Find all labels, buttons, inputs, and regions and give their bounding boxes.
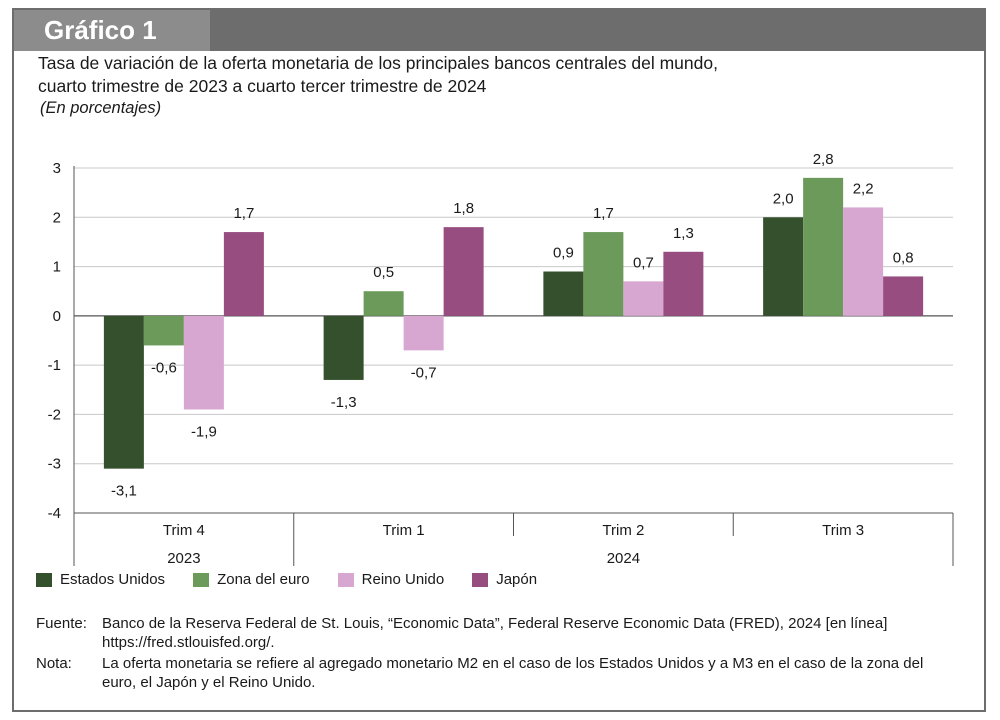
bar-zona-del-euro-trim-1 (363, 291, 404, 316)
legend-item-estados-unidos: Estados Unidos (36, 571, 165, 588)
y-tick-label: -2 (48, 406, 61, 423)
data-label-zona-del-euro-trim-1: 0,5 (373, 264, 394, 281)
bar-japon-trim-1 (443, 227, 484, 316)
bar-reino-unido-trim-1 (403, 315, 444, 351)
data-label-zona-del-euro-trim-3: 2,8 (813, 151, 834, 168)
x-year-label-2024: 2024 (607, 550, 640, 567)
data-label-zona-del-euro-trim-2: 1,7 (593, 205, 614, 222)
data-label-zona-del-euro-trim-4: -0,6 (151, 359, 177, 376)
data-label-estados-unidos-trim-4: -3,1 (111, 483, 137, 500)
data-label-reino-unido-trim-2: 0,7 (633, 254, 654, 271)
definition-note-label: Nota: (36, 655, 72, 672)
bar-japon-trim-2 (663, 251, 704, 316)
notes: Fuente: Banco de la Reserva Federal de S… (36, 614, 956, 694)
definition-note-text: La oferta monetaria se refiere al agrega… (102, 655, 924, 691)
chart-title: Tasa de variación de la oferta monetaria… (38, 52, 938, 98)
y-tick-label: -4 (48, 505, 61, 522)
chart-number-tab: Gráfico 1 (14, 10, 210, 51)
bar-estados-unidos-trim-3 (763, 217, 804, 316)
legend-label-reino-unido: Reino Unido (361, 571, 445, 588)
x-tick-label-trim-3: Trim 3 (822, 522, 864, 539)
source-note: Fuente: Banco de la Reserva Federal de S… (36, 614, 956, 652)
chart-title-line-1: Tasa de variación de la oferta monetaria… (38, 53, 718, 73)
data-label-reino-unido-trim-1: -0,7 (411, 364, 437, 381)
x-tick-label-trim-4: Trim 4 (163, 522, 205, 539)
legend: Estados Unidos Zona del euro Reino Unido… (36, 571, 565, 588)
y-tick-label: 2 (53, 209, 61, 226)
definition-note: Nota: La oferta monetaria se refiere al … (36, 654, 956, 692)
legend-swatch-reino-unido (337, 572, 354, 587)
x-year-label-2023: 2023 (167, 550, 200, 567)
data-label-estados-unidos-trim-3: 2,0 (773, 190, 794, 207)
bar-reino-unido-trim-2 (623, 281, 664, 316)
bar-zona-del-euro-trim-4 (143, 315, 184, 346)
bar-japon-trim-3 (883, 276, 924, 316)
y-tick-label: 0 (53, 308, 61, 325)
bar-estados-unidos-trim-2 (543, 271, 584, 316)
data-label-reino-unido-trim-3: 2,2 (853, 180, 874, 197)
source-note-text: Banco de la Reserva Federal de St. Louis… (102, 615, 888, 651)
legend-item-japon: Japón (472, 571, 537, 588)
source-note-label: Fuente: (36, 615, 87, 632)
y-tick-label: 3 (53, 160, 61, 177)
bar-estados-unidos-trim-4 (103, 315, 144, 469)
data-label-estados-unidos-trim-1: -1,3 (331, 394, 357, 411)
data-label-japon-trim-3: 0,8 (893, 249, 914, 266)
legend-label-estados-unidos: Estados Unidos (60, 571, 166, 588)
legend-label-japon: Japón (496, 571, 538, 588)
data-label-reino-unido-trim-4: -1,9 (191, 424, 217, 441)
legend-swatch-zona-del-euro (193, 572, 210, 587)
legend-item-zona-del-euro: Zona del euro (193, 571, 310, 588)
bar-reino-unido-trim-4 (183, 315, 224, 410)
y-tick-label: -3 (48, 456, 61, 473)
bar-zona-del-euro-trim-3 (803, 177, 844, 316)
bar-reino-unido-trim-3 (843, 207, 884, 316)
data-label-japon-trim-4: 1,7 (233, 205, 254, 222)
legend-swatch-estados-unidos (36, 572, 52, 587)
data-label-estados-unidos-trim-2: 0,9 (553, 245, 574, 262)
bar-zona-del-euro-trim-2 (583, 232, 624, 316)
y-tick-label: 1 (53, 259, 61, 276)
data-label-japon-trim-1: 1,8 (453, 200, 474, 217)
chart-subtitle: (En porcentajes) (40, 99, 162, 117)
legend-item-reino-unido: Reino Unido (337, 571, 445, 588)
legend-swatch-japon (472, 572, 489, 587)
chart-frame: Gráfico 1 (12, 8, 986, 712)
x-tick-label-trim-2: Trim 2 (602, 522, 644, 539)
data-label-japon-trim-2: 1,3 (673, 225, 694, 242)
bar-estados-unidos-trim-1 (323, 315, 364, 380)
chart-title-line-2: cuarto trimestre de 2023 a cuarto tercer… (38, 76, 487, 96)
x-tick-label-trim-1: Trim 1 (383, 522, 425, 539)
legend-label-zona-del-euro: Zona del euro (217, 571, 310, 588)
bar-japon-trim-4 (223, 232, 264, 316)
y-tick-label: -1 (48, 357, 61, 374)
